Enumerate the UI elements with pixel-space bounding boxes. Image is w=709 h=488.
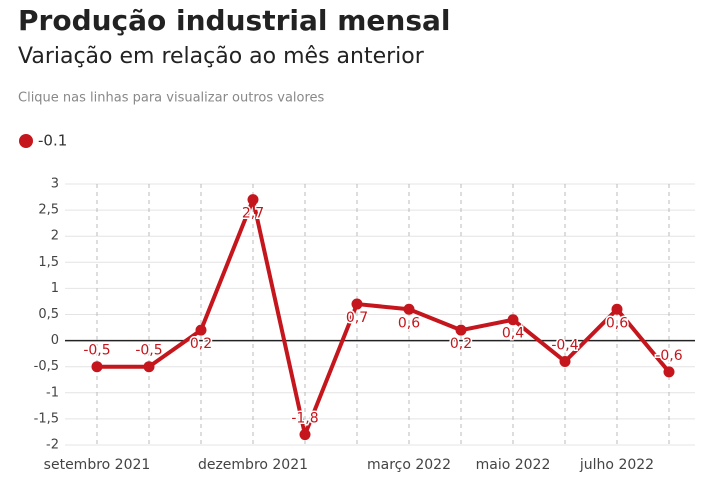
chart-note: Clique nas linhas para visualizar outros… [18,91,325,106]
y-tick-label: 2 [51,229,59,244]
x-tick-label: maio 2022 [476,457,551,473]
data-label: -0,5 [83,343,110,359]
y-tick-label: 1,5 [38,255,59,270]
data-label: -0,6 [655,348,682,364]
y-tick-label: 1 [51,281,59,296]
y-tick-label: -1 [46,385,59,400]
data-label: -0,4 [551,337,578,353]
data-point [91,361,103,373]
y-tick-label: -1,5 [34,411,59,426]
data-label: 0,7 [346,310,368,326]
x-tick-label: março 2022 [367,457,451,473]
y-tick-label: 2,5 [38,203,59,218]
x-tick-label: dezembro 2021 [198,457,308,473]
y-tick-label: -2 [46,438,59,453]
legend-marker [19,134,33,148]
data-label: -1,8 [291,411,318,427]
data-point [663,366,675,378]
data-point [559,355,571,367]
data-point [351,298,363,310]
y-tick-label: -0,5 [34,359,59,374]
data-point [247,194,259,206]
data-label: 0,2 [450,336,472,352]
legend-label: -0.1 [38,132,67,150]
data-point [611,303,623,315]
data-label: 0,4 [502,326,524,342]
y-tick-label: 0,5 [38,307,59,322]
x-tick-label: setembro 2021 [44,457,151,473]
series-line [97,197,671,437]
data-label: 0,2 [190,336,212,352]
data-point [195,324,207,336]
data-label: 0,6 [606,315,628,331]
data-point [143,361,155,373]
x-tick-label: julho 2022 [579,457,654,473]
data-label: -0,5 [135,343,162,359]
y-tick-label: 0 [51,333,59,348]
data-label: 0,6 [398,315,420,331]
y-tick-label: 3 [51,177,59,192]
data-point [299,429,311,441]
data-point [455,324,467,336]
data-point [403,303,415,315]
chart-subtitle: Variação em relação ao mês anterior [18,44,425,69]
data-point [507,314,519,326]
data-label: 2,7 [242,206,264,222]
chart-title: Produção industrial mensal [18,4,450,37]
